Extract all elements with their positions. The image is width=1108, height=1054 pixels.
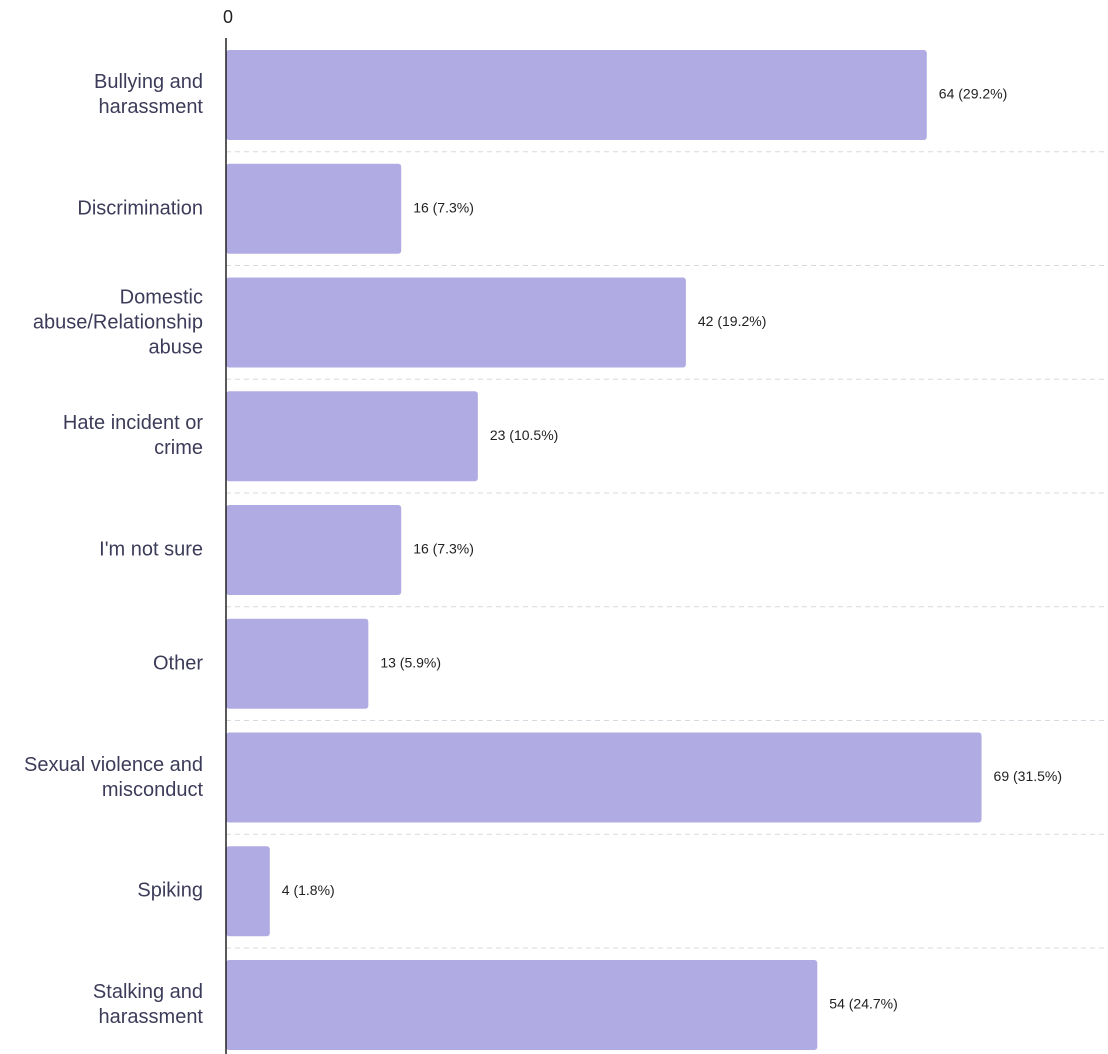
value-label: 54 (24.7%) xyxy=(829,996,897,1012)
x-tick-label: 0 xyxy=(223,7,233,27)
bar xyxy=(226,277,686,368)
value-label: 13 (5.9%) xyxy=(380,654,441,670)
category-label: Discrimination xyxy=(77,197,203,220)
category-label: I'm not sure xyxy=(99,538,203,561)
category-label: Sexual violence and misconduct xyxy=(23,753,203,801)
category-label: Bullying and harassment xyxy=(94,71,203,118)
category-label: Hate incident or crime xyxy=(62,412,203,460)
bar xyxy=(226,618,369,709)
category-label: Other xyxy=(152,652,203,675)
value-label: 16 (7.3%) xyxy=(413,199,474,215)
bar xyxy=(226,391,478,482)
bar xyxy=(226,732,982,823)
category-label: Domestic abuse/Relationship abuse xyxy=(32,286,203,358)
category-label: Spiking xyxy=(137,879,203,902)
value-label: 42 (19.2%) xyxy=(698,313,766,329)
value-label: 23 (10.5%) xyxy=(490,427,558,443)
bar xyxy=(226,50,927,140)
value-label: 69 (31.5%) xyxy=(994,768,1062,784)
value-label: 16 (7.3%) xyxy=(413,541,474,557)
bar xyxy=(226,960,818,1050)
value-label: 4 (1.8%) xyxy=(282,882,335,898)
category-label: Stalking and harassment xyxy=(92,981,203,1028)
bar xyxy=(226,163,402,254)
bar xyxy=(226,505,402,595)
value-label: 64 (29.2%) xyxy=(939,86,1007,102)
bar xyxy=(226,846,270,937)
